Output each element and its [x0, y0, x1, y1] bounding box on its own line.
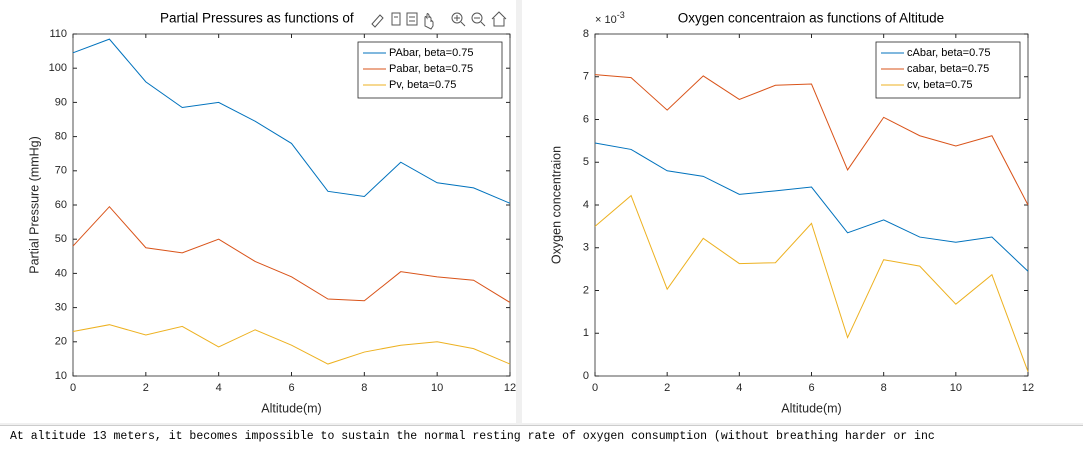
legend-label: Pv, beta=0.75: [389, 79, 456, 91]
home-icon[interactable]: [491, 11, 507, 27]
y-tick-label: 90: [55, 96, 67, 108]
y-tick-label: 100: [49, 62, 67, 74]
x-tick-label: 12: [504, 382, 516, 394]
y-axis-label: Partial Pressure (mmHg): [27, 136, 41, 274]
datatip-icon[interactable]: [391, 12, 401, 26]
legend-box: [875, 41, 1021, 99]
x-tick-label: 8: [361, 382, 367, 394]
brush-icon[interactable]: [371, 14, 384, 28]
x-tick-label: 2: [143, 382, 149, 394]
legend-label: PAbar, beta=0.75: [389, 47, 474, 59]
y-tick-label: 2: [583, 284, 589, 296]
x-tick-label: 6: [808, 382, 814, 394]
zoom-out-icon[interactable]: [471, 12, 483, 24]
x-tick-label: 4: [216, 382, 222, 394]
y-tick-label: 4: [583, 199, 589, 211]
x-tick-label: 10: [950, 382, 962, 394]
y-multiplier: × 10-3: [595, 10, 625, 26]
legend-label: cAbar, beta=0.75: [907, 47, 990, 59]
x-tick-label: 4: [736, 382, 742, 394]
y-tick-label: 3: [583, 242, 589, 254]
y-tick-label: 80: [55, 131, 67, 143]
zoom-in-icon[interactable]: [451, 12, 463, 24]
toolbar[interactable]: [371, 11, 507, 30]
y-tick-label: 40: [55, 267, 67, 279]
y-tick-label: 30: [55, 302, 67, 314]
x-tick-label: 8: [881, 382, 887, 394]
y-tick-label: 6: [583, 113, 589, 125]
x-tick-label: 0: [70, 382, 76, 394]
x-tick-label: 0: [592, 382, 598, 394]
y-tick-label: 20: [55, 336, 67, 348]
x-tick-label: 12: [1022, 382, 1034, 394]
series-line: [594, 142, 1029, 272]
pan-icon[interactable]: [424, 13, 434, 30]
series-line: [72, 205, 511, 303]
multiplier-exponent: -3: [617, 10, 625, 20]
x-tick-label: 6: [288, 382, 294, 394]
legend-label: cv, beta=0.75: [907, 79, 973, 91]
y-tick-label: 0: [583, 370, 589, 382]
figures: 0 2 4 6 8 10 12102030405060708090100110Partial…: [0, 0, 1083, 423]
y-tick-label: 10: [55, 370, 67, 382]
series-line: [594, 194, 1029, 372]
chart-title: Oxygen concentraion as functions of Alti…: [678, 11, 944, 26]
command-window: At altitude 13 meters, it becomes imposs…: [0, 425, 1083, 453]
y-tick-label: 110: [49, 28, 67, 40]
x-tick-label: 2: [664, 382, 670, 394]
legend-label: Pabar, beta=0.75: [389, 63, 473, 75]
legend-icon[interactable]: [406, 12, 418, 26]
series-line: [72, 324, 511, 365]
series-line: [72, 38, 511, 204]
y-tick-label: 1: [583, 327, 589, 339]
y-tick-label: 50: [55, 233, 67, 245]
legend-box: [357, 41, 503, 99]
x-tick-label: 10: [431, 382, 443, 394]
y-tick-label: 5: [583, 156, 589, 168]
x-axis-label: Altitude(m): [781, 401, 841, 415]
x-axis-label: Altitude(m): [261, 401, 321, 415]
y-tick-label: 70: [55, 165, 67, 177]
series-line: [594, 74, 1029, 206]
chart-title: Partial Pressures as functions of: [160, 11, 354, 26]
console-text: At altitude 13 meters, it becomes imposs…: [10, 430, 935, 443]
y-tick-label: 60: [55, 199, 67, 211]
y-tick-label: 8: [583, 28, 589, 40]
multiplier-base: × 10: [595, 14, 617, 26]
y-tick-label: 7: [583, 71, 589, 83]
y-axis-label: Oxygen concentraion: [549, 146, 563, 264]
legend-label: cabar, beta=0.75: [907, 63, 989, 75]
